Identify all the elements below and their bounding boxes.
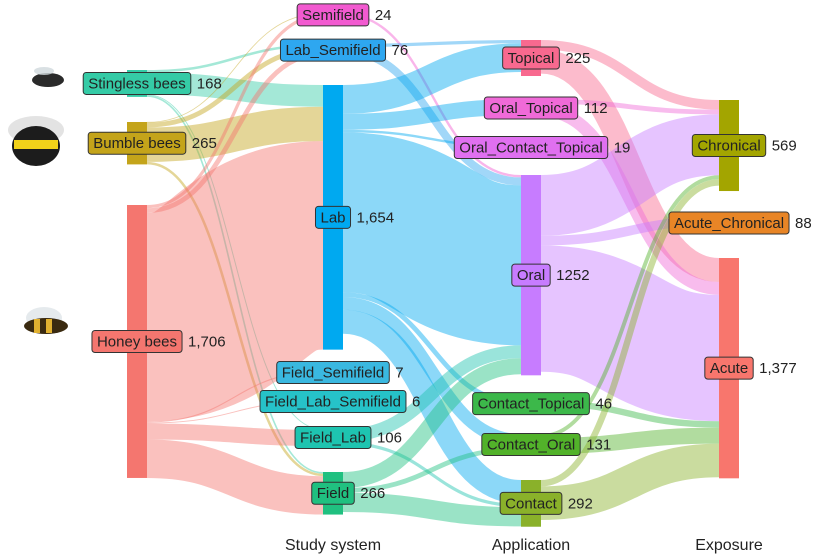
link xyxy=(539,114,721,236)
node-value: 76 xyxy=(392,42,409,59)
node-label-box xyxy=(259,390,407,413)
node-value: 6 xyxy=(412,393,420,410)
link xyxy=(146,12,324,123)
node-value: 19 xyxy=(614,139,631,156)
node-label-box xyxy=(704,356,754,380)
node-label: Contact xyxy=(505,495,558,512)
node-value: 112 xyxy=(584,100,608,117)
node-label: Contact_Topical xyxy=(478,396,585,413)
node-value: 265 xyxy=(192,135,217,152)
bumble-bee-icon xyxy=(8,116,64,166)
link xyxy=(146,439,324,515)
labels: Stingless bees 168 Bumble bees 265 Honey bee… xyxy=(82,3,812,554)
node-label-box xyxy=(294,425,372,449)
node-label-box xyxy=(483,96,579,120)
link xyxy=(342,441,522,508)
node-value: 292 xyxy=(568,495,593,512)
node-label: Field_Lab_Semifield xyxy=(265,393,401,410)
node-label: Bumble bees xyxy=(93,135,181,152)
node-label-box xyxy=(87,131,187,155)
node-value: 88 xyxy=(795,215,812,232)
node-label-box xyxy=(481,432,581,456)
node-label-box xyxy=(453,136,609,160)
link xyxy=(342,43,522,114)
node-label: Field xyxy=(317,485,350,502)
node-value: 106 xyxy=(377,429,402,446)
node-label: Chronical xyxy=(697,137,760,154)
link xyxy=(141,141,329,422)
node-value: 1,654 xyxy=(357,209,395,226)
link xyxy=(146,161,324,477)
node-label-box xyxy=(311,481,355,505)
node-label: Acute xyxy=(710,360,748,377)
node-label-box xyxy=(82,71,192,95)
node-value: 24 xyxy=(375,7,392,24)
link xyxy=(342,13,522,178)
bee-icons xyxy=(8,67,68,334)
links xyxy=(141,12,722,527)
node-label: Oral_Contact_Topical xyxy=(459,139,602,156)
honey-bee-icon xyxy=(24,307,68,334)
node-value: 266 xyxy=(360,485,385,502)
node-label: Contact_Oral xyxy=(487,436,575,453)
node-label: Acute_Chronical xyxy=(674,215,784,232)
link xyxy=(342,358,522,488)
node-label: Oral xyxy=(517,267,545,284)
link xyxy=(540,179,720,487)
node-label-box xyxy=(296,3,370,27)
node-label: Topical xyxy=(508,50,555,67)
node-label-box xyxy=(499,491,563,515)
node-label-box xyxy=(472,392,590,416)
link xyxy=(539,49,721,282)
column-label: Application xyxy=(492,537,570,554)
node-label-box xyxy=(511,263,551,287)
node-value: 131 xyxy=(586,436,611,453)
link xyxy=(342,309,522,504)
node-label: Oral_Topical xyxy=(489,100,572,117)
link xyxy=(538,245,722,422)
node-label: Semifield xyxy=(302,7,364,24)
link xyxy=(146,13,324,209)
link xyxy=(540,443,720,520)
node-value: 168 xyxy=(197,75,222,92)
node-label: Lab xyxy=(320,209,345,226)
link xyxy=(146,95,324,474)
stingless-bee-icon xyxy=(32,67,64,87)
node-value: 225 xyxy=(565,50,590,67)
node-value: 7 xyxy=(395,364,403,381)
node-value: 1252 xyxy=(556,267,589,284)
link xyxy=(540,40,720,110)
link xyxy=(340,132,524,346)
node-value: 46 xyxy=(595,396,612,413)
link xyxy=(540,175,720,438)
column-label: Exposure xyxy=(695,537,763,554)
node-label-box xyxy=(276,361,390,384)
node-label-box xyxy=(502,46,560,70)
node-label-box xyxy=(279,38,387,62)
node-label: Field_Lab xyxy=(300,429,366,446)
node-value: 1,377 xyxy=(759,360,797,377)
link xyxy=(342,345,522,442)
node-label: Honey bees xyxy=(97,333,177,350)
node-label: Stingless bees xyxy=(88,75,186,92)
node-label: Lab_Semifield xyxy=(285,42,380,59)
node-label-box xyxy=(691,134,767,158)
link xyxy=(342,492,522,527)
node-label: Field_Semifield xyxy=(282,364,385,381)
node-value: 569 xyxy=(772,137,797,154)
node-label-box xyxy=(668,211,790,235)
node-value: 1,706 xyxy=(188,333,226,350)
column-label: Study system xyxy=(285,537,381,554)
node-label-box xyxy=(314,205,352,229)
node-label-box xyxy=(91,329,183,353)
